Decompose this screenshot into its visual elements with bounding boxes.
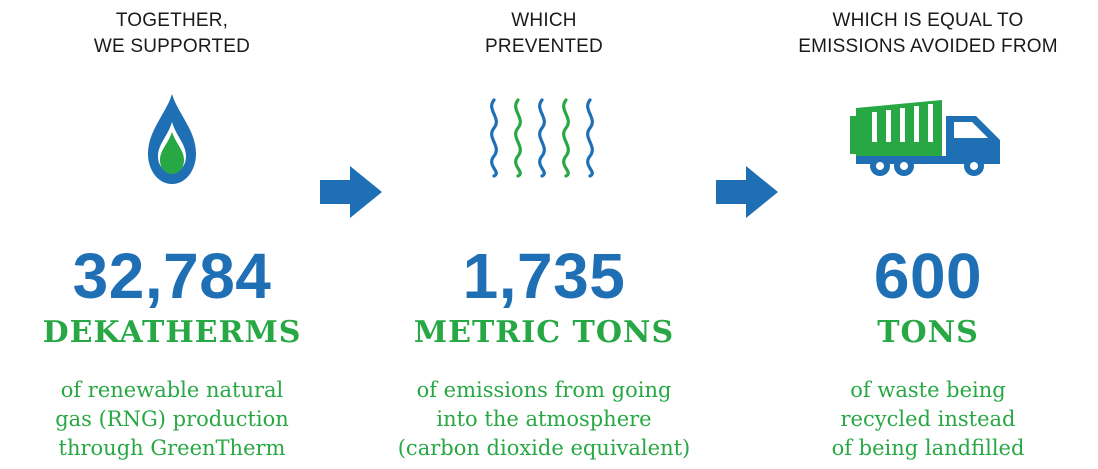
stat-unit: DEKATHERMS	[42, 315, 302, 350]
description-line: of being landfilled	[831, 436, 1025, 460]
garbage-truck-icon	[850, 94, 1006, 183]
heading-line: WHICH IS EQUAL TO	[832, 10, 1024, 31]
stat-description: of renewable natural gas (RNG) productio…	[2, 376, 342, 463]
heading-line: TOGETHER,	[115, 10, 229, 31]
description-line: gas (RNG) production	[55, 407, 289, 431]
heading-line: EMISSIONS AVOIDED FROM	[798, 36, 1058, 57]
heading-line: WE SUPPORTED	[93, 36, 251, 57]
heading-line: PREVENTED	[485, 36, 603, 57]
stat-description: of waste being recycled instead of being…	[758, 376, 1098, 463]
stat-number: 32,784	[72, 240, 272, 312]
stat-column-emissions: WHICH PREVENTED 1,735 METRIC TONS of emi…	[374, 0, 714, 469]
stat-unit: TONS	[877, 315, 979, 350]
stat-unit: METRIC TONS	[413, 315, 675, 350]
description-line: of waste being	[850, 378, 1006, 402]
description-line: (carbon dioxide equivalent)	[397, 436, 691, 460]
stat-column-rng: TOGETHER, WE SUPPORTED 32,784 DEKATHERMS…	[2, 0, 342, 469]
flame-icon	[144, 92, 200, 193]
heading-line: WHICH	[511, 10, 577, 31]
description-line: of renewable natural	[60, 378, 284, 402]
column-heading: WHICH PREVENTED	[374, 8, 714, 60]
column-heading: TOGETHER, WE SUPPORTED	[2, 8, 342, 60]
arrow-right-icon	[716, 166, 778, 223]
arrow-right-icon	[320, 166, 382, 223]
emissions-waves-icon	[484, 96, 604, 185]
description-line: of emissions from going	[416, 378, 672, 402]
stat-description: of emissions from going into the atmosph…	[374, 376, 714, 463]
description-line: recycled instead	[840, 407, 1016, 431]
stat-number: 600	[873, 240, 983, 312]
column-heading: WHICH IS EQUAL TO EMISSIONS AVOIDED FROM	[758, 8, 1098, 60]
description-line: through GreenTherm	[58, 436, 286, 460]
stat-number: 1,735	[462, 240, 626, 312]
description-line: into the atmosphere	[436, 407, 652, 431]
stat-column-waste: WHICH IS EQUAL TO EMISSIONS AVOIDED FROM	[758, 0, 1098, 469]
